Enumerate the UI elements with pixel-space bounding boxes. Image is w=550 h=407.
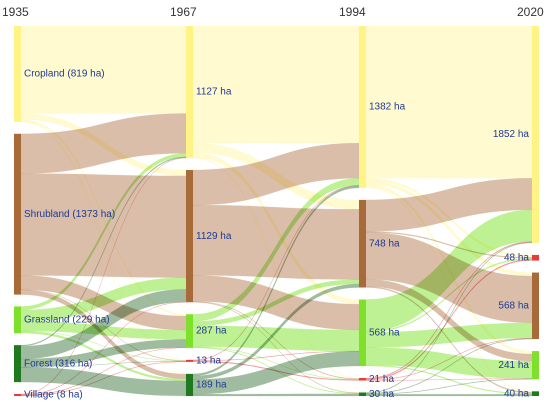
node-label-grassland-1967: 287 ha	[196, 326, 227, 337]
node-label-grassland-1935: Grassland (229 ha)	[24, 315, 110, 326]
node-label-forest-1935: Forest (316 ha)	[24, 358, 92, 369]
node-label-shrubland-1967: 1129 ha	[196, 231, 232, 242]
node-label-village-1967: 13 ha	[196, 356, 221, 367]
node-label-forest-2020: 40 ha	[504, 388, 529, 399]
year-axis: 1935 1967 1994 2020	[2, 5, 544, 19]
node-forest-1994	[359, 392, 366, 396]
flow-v35-to-v67	[20, 361, 187, 397]
year-label-1994: 1994	[339, 5, 366, 19]
node-cropland-1935	[14, 26, 21, 122]
node-cropland-1994	[359, 26, 366, 188]
node-label-cropland-2020: 1852 ha	[493, 129, 530, 140]
land-cover-nodes	[14, 26, 539, 396]
node-label-cropland-1967: 1127 ha	[196, 87, 232, 98]
node-label-village-1994: 21 ha	[369, 374, 394, 385]
node-grassland-2020	[532, 351, 539, 380]
node-shrubland-2020	[532, 272, 539, 340]
flow-v94-to-v20	[365, 259, 533, 381]
flow-s35-to-s67	[20, 173, 187, 278]
node-forest-2020	[532, 391, 539, 396]
flow-f94-to-g20	[365, 378, 533, 395]
node-shrubland-1994	[359, 199, 366, 288]
node-cropland-1967	[186, 26, 193, 159]
node-shrubland-1935	[14, 133, 21, 295]
node-forest-1935	[14, 345, 21, 383]
node-grassland-1967	[186, 314, 193, 348]
node-village-1967	[186, 359, 193, 362]
node-forest-1967	[186, 373, 193, 396]
node-village-1994	[359, 378, 366, 381]
flow-c67-to-c94	[192, 25, 360, 144]
node-label-cropland-1935: Cropland (819 ha)	[24, 69, 105, 80]
node-shrubland-1967	[186, 170, 193, 303]
node-grassland-1994	[359, 299, 366, 367]
year-label-1967: 1967	[170, 5, 197, 19]
node-label-grassland-2020: 241 ha	[498, 360, 529, 371]
flow-f67-to-f94	[192, 393, 360, 397]
node-village-1935	[14, 394, 21, 396]
node-village-2020	[532, 254, 539, 261]
year-label-2020: 2020	[517, 5, 544, 19]
flow-s67-to-s94	[192, 204, 360, 280]
node-label-forest-1994: 30 ha	[369, 389, 394, 400]
node-label-grassland-1994: 568 ha	[369, 327, 400, 338]
flow-links	[20, 25, 533, 397]
node-label-shrubland-2020: 568 ha	[498, 300, 529, 311]
node-label-village-2020: 48 ha	[504, 252, 529, 263]
node-grassland-1935	[14, 306, 21, 334]
node-label-shrubland-1994: 748 ha	[369, 238, 400, 249]
node-label-village-1935: Village (8 ha)	[24, 390, 83, 401]
node-label-shrubland-1935: Shrubland (1373 ha)	[24, 209, 115, 220]
node-labels: Cropland (819 ha) Shrubland (1373 ha) Gras…	[24, 69, 529, 401]
node-label-forest-1967: 189 ha	[196, 380, 227, 391]
node-cropland-2020	[532, 26, 539, 243]
year-label-1935: 1935	[2, 5, 29, 19]
node-label-cropland-1994: 1382 ha	[369, 102, 406, 113]
